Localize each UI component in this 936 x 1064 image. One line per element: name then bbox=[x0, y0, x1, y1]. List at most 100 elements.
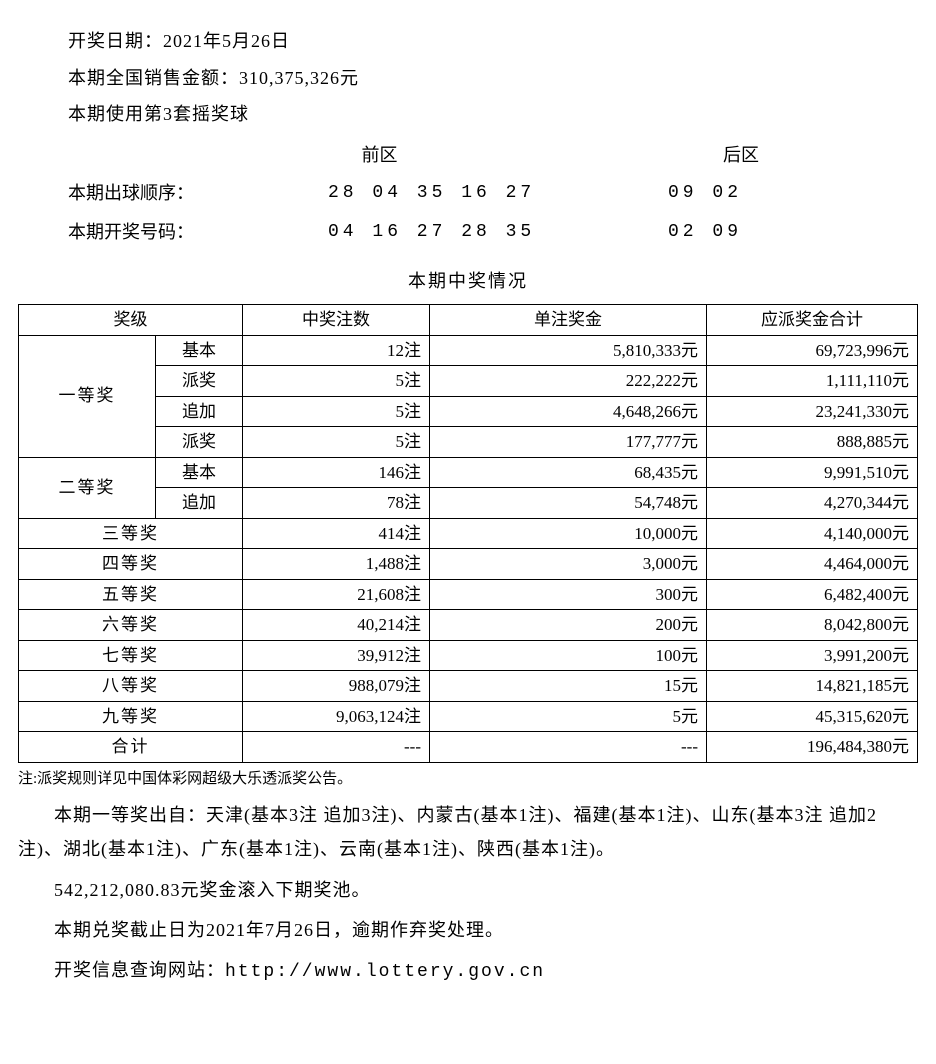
prize-level: 六等奖 bbox=[19, 610, 243, 641]
prize-count: 40,214注 bbox=[243, 610, 430, 641]
ball-order-label: 本期出球顺序： bbox=[68, 178, 328, 209]
ball-order-row: 本期出球顺序： 28 04 35 16 27 09 02 bbox=[68, 178, 918, 209]
prize-total-amount: 4,140,000元 bbox=[707, 518, 918, 549]
prize-count: 5注 bbox=[243, 366, 430, 397]
col-level: 奖级 bbox=[19, 305, 243, 336]
prize-count: 5注 bbox=[243, 396, 430, 427]
prize-total-amount: 888,885元 bbox=[707, 427, 918, 458]
prize-count: 9,063,124注 bbox=[243, 701, 430, 732]
prize-level: 九等奖 bbox=[19, 701, 243, 732]
back-zone-header: 后区 bbox=[693, 140, 918, 171]
prize-total-amount: 3,991,200元 bbox=[707, 640, 918, 671]
prize-per-amount: --- bbox=[430, 732, 707, 763]
prize-level: 四等奖 bbox=[19, 549, 243, 580]
draw-date-label: 开奖日期： bbox=[68, 31, 163, 51]
footnote: 注:派奖规则详见中国体彩网超级大乐透派奖公告。 bbox=[18, 767, 918, 793]
prize-count: 21,608注 bbox=[243, 579, 430, 610]
prize-total-amount: 8,042,800元 bbox=[707, 610, 918, 641]
table-row: 六等奖40,214注200元8,042,800元 bbox=[19, 610, 918, 641]
prize-total-amount: 4,464,000元 bbox=[707, 549, 918, 580]
prize-level: 三等奖 bbox=[19, 518, 243, 549]
prize-sublevel: 基本 bbox=[156, 457, 243, 488]
winning-number-row: 本期开奖号码： 04 16 27 28 35 02 09 bbox=[68, 217, 918, 248]
winning-number-front: 04 16 27 28 35 bbox=[328, 217, 668, 248]
col-per: 单注奖金 bbox=[430, 305, 707, 336]
sales-line: 本期全国销售金额：310,375,326元 bbox=[68, 63, 918, 94]
prize-per-amount: 4,648,266元 bbox=[430, 396, 707, 427]
prize-total-amount: 4,270,344元 bbox=[707, 488, 918, 519]
prize-sublevel: 追加 bbox=[156, 396, 243, 427]
prize-per-amount: 3,000元 bbox=[430, 549, 707, 580]
prize-per-amount: 54,748元 bbox=[430, 488, 707, 519]
table-row: 合计------196,484,380元 bbox=[19, 732, 918, 763]
prize-total-amount: 9,991,510元 bbox=[707, 457, 918, 488]
sales-value: 310,375,326元 bbox=[239, 68, 359, 88]
prize-sublevel: 派奖 bbox=[156, 427, 243, 458]
prize-per-amount: 5,810,333元 bbox=[430, 335, 707, 366]
prize-table: 奖级 中奖注数 单注奖金 应派奖金合计 一等奖基本12注5,810,333元69… bbox=[18, 304, 918, 763]
prize-level: 五等奖 bbox=[19, 579, 243, 610]
prize-count: 12注 bbox=[243, 335, 430, 366]
prize-level: 合计 bbox=[19, 732, 243, 763]
prize-per-amount: 68,435元 bbox=[430, 457, 707, 488]
prize-per-amount: 100元 bbox=[430, 640, 707, 671]
prize-per-amount: 10,000元 bbox=[430, 518, 707, 549]
table-header-row: 奖级 中奖注数 单注奖金 应派奖金合计 bbox=[19, 305, 918, 336]
website-url: http://www.lottery.gov.cn bbox=[225, 962, 545, 982]
prize-level: 七等奖 bbox=[19, 640, 243, 671]
prize-total-amount: 196,484,380元 bbox=[707, 732, 918, 763]
col-count: 中奖注数 bbox=[243, 305, 430, 336]
prize-level: 一等奖 bbox=[19, 335, 156, 457]
winners-paragraph: 本期一等奖出自：天津(基本3注 追加3注)、内蒙古(基本1注)、福建(基本1注)… bbox=[18, 798, 918, 866]
prize-total-amount: 23,241,330元 bbox=[707, 396, 918, 427]
numbers-zone-header: 前区 后区 bbox=[68, 140, 918, 171]
prize-sublevel: 派奖 bbox=[156, 366, 243, 397]
ball-order-back: 09 02 bbox=[668, 178, 868, 209]
prize-total-amount: 6,482,400元 bbox=[707, 579, 918, 610]
prize-per-amount: 5元 bbox=[430, 701, 707, 732]
prize-sublevel: 基本 bbox=[156, 335, 243, 366]
prize-count: 146注 bbox=[243, 457, 430, 488]
table-row: 七等奖39,912注100元3,991,200元 bbox=[19, 640, 918, 671]
prize-count: 78注 bbox=[243, 488, 430, 519]
table-row: 八等奖988,079注15元14,821,185元 bbox=[19, 671, 918, 702]
prize-count: 1,488注 bbox=[243, 549, 430, 580]
sales-label: 本期全国销售金额： bbox=[68, 68, 239, 88]
prize-count: 5注 bbox=[243, 427, 430, 458]
table-row: 二等奖基本146注68,435元9,991,510元 bbox=[19, 457, 918, 488]
prize-count: 414注 bbox=[243, 518, 430, 549]
table-row: 三等奖414注10,000元4,140,000元 bbox=[19, 518, 918, 549]
prize-sublevel: 追加 bbox=[156, 488, 243, 519]
table-row: 五等奖21,608注300元6,482,400元 bbox=[19, 579, 918, 610]
prize-total-amount: 69,723,996元 bbox=[707, 335, 918, 366]
prize-level: 八等奖 bbox=[19, 671, 243, 702]
website-paragraph: 开奖信息查询网站：http://www.lottery.gov.cn bbox=[18, 953, 918, 989]
draw-date-line: 开奖日期：2021年5月26日 bbox=[68, 26, 918, 57]
table-row: 四等奖1,488注3,000元4,464,000元 bbox=[19, 549, 918, 580]
numbers-block: 前区 后区 本期出球顺序： 28 04 35 16 27 09 02 本期开奖号… bbox=[68, 140, 918, 248]
deadline-paragraph: 本期兑奖截止日为2021年7月26日，逾期作弃奖处理。 bbox=[18, 913, 918, 947]
table-row: 一等奖基本12注5,810,333元69,723,996元 bbox=[19, 335, 918, 366]
prize-count: 988,079注 bbox=[243, 671, 430, 702]
prize-per-amount: 300元 bbox=[430, 579, 707, 610]
winning-number-label: 本期开奖号码： bbox=[68, 217, 328, 248]
ball-order-front: 28 04 35 16 27 bbox=[328, 178, 668, 209]
front-zone-header: 前区 bbox=[322, 140, 694, 171]
website-label: 开奖信息查询网站： bbox=[54, 960, 225, 980]
col-total: 应派奖金合计 bbox=[707, 305, 918, 336]
prize-per-amount: 200元 bbox=[430, 610, 707, 641]
prize-total-amount: 45,315,620元 bbox=[707, 701, 918, 732]
prize-level: 二等奖 bbox=[19, 457, 156, 518]
table-row: 九等奖9,063,124注5元45,315,620元 bbox=[19, 701, 918, 732]
prize-total-amount: 1,111,110元 bbox=[707, 366, 918, 397]
ballset-line: 本期使用第3套摇奖球 bbox=[68, 99, 918, 130]
prize-section-title: 本期中奖情况 bbox=[18, 266, 918, 297]
prize-count: 39,912注 bbox=[243, 640, 430, 671]
prize-total-amount: 14,821,185元 bbox=[707, 671, 918, 702]
prize-count: --- bbox=[243, 732, 430, 763]
prize-per-amount: 177,777元 bbox=[430, 427, 707, 458]
prize-per-amount: 15元 bbox=[430, 671, 707, 702]
draw-date-value: 2021年5月26日 bbox=[163, 31, 290, 51]
rollover-paragraph: 542,212,080.83元奖金滚入下期奖池。 bbox=[18, 873, 918, 907]
prize-per-amount: 222,222元 bbox=[430, 366, 707, 397]
